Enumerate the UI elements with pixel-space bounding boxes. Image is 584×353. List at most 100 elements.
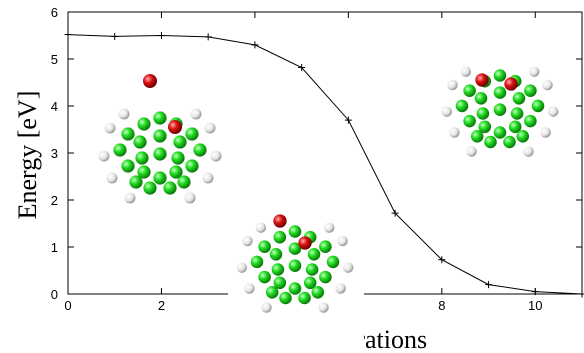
hydrogen-atom [342, 262, 354, 273]
x-tick-label: 0 [64, 298, 71, 313]
carbon-atom [326, 255, 340, 269]
carbon-atom [288, 259, 302, 272]
carbon-atom [493, 126, 507, 139]
hydrogen-atom [124, 192, 136, 204]
oxygen-atom [475, 73, 489, 87]
oxygen-atom [143, 74, 157, 88]
carbon-atom [493, 103, 507, 116]
hydrogen-atom [204, 122, 216, 134]
carbon-atom [185, 127, 199, 141]
carbon-atom [135, 151, 149, 165]
hydrogen-atom [210, 150, 222, 162]
oxygen-atom [504, 77, 518, 91]
carbon-atom [153, 129, 167, 143]
carbon-atom [258, 240, 271, 253]
carbon-atom [455, 99, 469, 113]
data-point-marker [344, 116, 352, 124]
carbon-atom [298, 291, 311, 305]
carbon-atom [121, 127, 135, 141]
carbon-atom [288, 242, 302, 255]
y-tick-label: 5 [51, 52, 58, 67]
data-point-marker [111, 32, 119, 40]
hydrogen-atom [190, 108, 202, 120]
hydrogen-atom [528, 66, 540, 77]
data-point-marker [578, 290, 584, 298]
x-tick-label: 2 [158, 298, 165, 313]
carbon-atom [484, 135, 497, 149]
hydrogen-atom [335, 283, 346, 294]
carbon-atom [303, 276, 317, 290]
hydrogen-atom [337, 235, 348, 247]
carbon-atom [121, 159, 135, 173]
data-point-marker [438, 256, 446, 264]
oxygen-atom [298, 236, 312, 250]
carbon-atom [319, 240, 332, 253]
carbon-atom [137, 117, 151, 131]
hydrogen-atom [118, 108, 130, 120]
carbon-atom [250, 255, 264, 269]
hydrogen-atom [184, 192, 196, 204]
data-point-marker [251, 41, 259, 49]
hydrogen-atom [441, 106, 453, 117]
carbon-atom [305, 263, 319, 276]
carbon-atom [516, 130, 530, 143]
hydrogen-atom [261, 302, 272, 313]
carbon-atom [319, 270, 332, 284]
carbon-atom [311, 286, 325, 299]
carbon-atom [510, 107, 524, 120]
carbon-atom [169, 165, 183, 179]
carbon-atom [307, 248, 321, 261]
data-point-marker [485, 281, 493, 289]
carbon-atom [153, 171, 167, 185]
carbon-atom [137, 165, 151, 179]
carbon-atom [478, 120, 492, 134]
energy-series-line [67, 34, 583, 295]
transition-configuration-molecule [228, 210, 364, 353]
y-tick-label: 0 [51, 287, 58, 302]
data-point-marker [157, 32, 165, 39]
carbon-atom [153, 147, 167, 161]
final-configuration-molecule [441, 66, 559, 157]
carbon-atom [474, 92, 488, 105]
oxygen-atom [168, 120, 182, 134]
carbon-atom [163, 181, 177, 195]
carbon-atom [463, 114, 476, 128]
carbon-atom [129, 175, 143, 189]
hydrogen-atom [547, 106, 559, 117]
carbon-atom [493, 69, 507, 82]
y-tick-label: 1 [51, 240, 58, 255]
series-markers [64, 31, 584, 298]
carbon-atom [258, 270, 271, 284]
y-tick-label: 2 [51, 193, 58, 208]
carbon-atom [493, 86, 507, 99]
carbon-atom [265, 286, 279, 299]
carbon-atom [288, 282, 302, 295]
carbon-atom [279, 291, 292, 305]
hydrogen-atom [244, 283, 255, 294]
hydrogen-atom [242, 235, 253, 247]
hydrogen-atom [540, 127, 551, 138]
x-tick-label: 10 [528, 298, 542, 313]
y-axis-label: Energy [eV] [13, 91, 42, 220]
data-point-marker [204, 33, 212, 41]
carbon-atom [113, 143, 127, 157]
initial-configuration-molecule [98, 74, 222, 204]
carbon-atom [503, 135, 516, 149]
hydrogen-atom [449, 127, 460, 138]
carbon-atom [531, 99, 545, 113]
y-tick-label: 6 [51, 5, 58, 20]
carbon-atom [153, 111, 167, 125]
carbon-atom [133, 135, 147, 149]
carbon-atom [512, 92, 526, 105]
hydrogen-atom [255, 222, 267, 233]
hydrogen-atom [236, 262, 248, 273]
hydrogen-atom [106, 172, 118, 184]
carbon-atom [463, 84, 476, 97]
carbon-atom [524, 84, 537, 97]
data-point-marker [531, 288, 539, 296]
hydrogen-atom [98, 150, 110, 162]
hydrogen-atom [318, 302, 329, 313]
hydrogen-atom [323, 222, 335, 233]
hydrogen-atom [104, 122, 116, 134]
carbon-atom [143, 181, 157, 195]
